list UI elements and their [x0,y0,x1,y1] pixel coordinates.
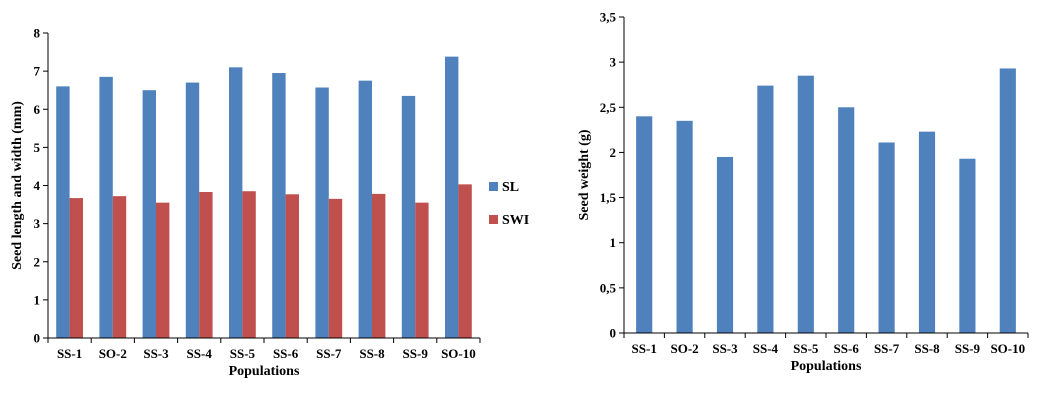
bar-sl-ss-7 [315,87,329,338]
x-tick-label: SS-8 [914,341,940,356]
x-tick-label: SS-7 [874,341,900,356]
y-tick-label: 2,5 [600,100,617,115]
bar-swi-so-2 [112,196,127,338]
x-tick-label: SS-1 [57,346,82,361]
chart-2-y-axis-title: Seed weight (g) [577,129,592,220]
y-tick-label: 4 [34,178,41,193]
bar-sl-ss-6 [272,73,286,338]
chart-1-bars [56,56,472,338]
y-tick-label: 0,5 [600,280,617,295]
chart-1-y-tick-labels: 0 1 2 3 4 5 6 7 8 [34,26,41,346]
x-tick-label: SO-10 [441,346,476,361]
bar-swi-ss-7 [328,198,343,338]
legend-label-sl: SL [502,180,519,195]
y-tick-label: 1 [34,292,41,307]
y-tick-label: 3,5 [600,10,617,25]
bar-seed-weight-ss-3 [716,156,734,333]
x-tick-label: SS-5 [230,346,256,361]
x-tick-label: SS-9 [955,341,981,356]
x-tick-label: SS-7 [316,346,342,361]
bar-swi-ss-4 [199,191,213,338]
legend-swatch-sl [489,182,498,191]
bar-swi-ss-6 [285,194,299,338]
x-tick-label: SO-2 [671,341,699,356]
bar-sl-so-2 [99,76,113,338]
seed-weight-chart: 00,511,522,533,5 SS-1 SO-2 SS-3 SS-4 SS-5 SS-… [577,10,1029,374]
bar-seed-weight-ss-6 [838,107,855,334]
y-tick-label: 0 [34,331,41,346]
y-tick-label: 2 [34,254,41,269]
bar-seed-weight-ss-4 [757,85,774,333]
x-tick-label: SS-4 [187,346,213,361]
y-tick-label: 6 [34,102,41,117]
bar-swi-ss-5 [242,191,256,338]
x-tick-label: SS-4 [753,341,779,356]
chart-1-x-axis-title: Populations [229,364,300,379]
bar-swi-so-10 [458,184,472,338]
legend-label-swi: SWI [502,213,529,228]
y-tick-label: 7 [34,64,41,79]
bar-sl-ss-8 [358,80,372,338]
bar-seed-weight-so-2 [676,120,693,333]
x-tick-label: SO-2 [99,346,127,361]
chart-2-bars [636,68,1016,334]
y-tick-label: 0 [610,326,617,341]
bar-swi-ss-8 [372,193,386,338]
x-tick-label: SS-3 [143,346,169,361]
bar-seed-weight-ss-5 [797,75,814,333]
bar-swi-ss-9 [415,202,429,338]
x-tick-label: SS-6 [834,341,860,356]
x-tick-label: SS-8 [359,346,385,361]
y-tick-label: 5 [34,140,41,155]
bar-seed-weight-so-10 [999,68,1016,333]
bar-seed-weight-ss-8 [918,131,936,333]
bar-sl-ss-3 [142,90,156,338]
y-tick-label: 1 [610,235,617,250]
bar-seed-weight-ss-9 [959,158,976,333]
chart-2-x-axis-title: Populations [791,359,862,374]
bar-seed-weight-ss-1 [636,116,653,333]
bar-swi-ss-3 [156,202,170,338]
y-tick-label: 3 [610,55,617,70]
chart-1-y-axis-title: Seed length and width (mm) [10,101,25,270]
bar-sl-ss-4 [185,82,200,338]
y-tick-label: 8 [34,26,41,41]
chart-1-axes [43,32,481,343]
bar-sl-so-10 [445,56,459,338]
legend-swatch-swi [489,215,498,224]
bar-seed-weight-ss-7 [878,142,895,333]
chart-1-x-tick-labels: SS-1 SO-2 SS-3 SS-4 SS-5 SS-6 SS-7 SS-8 SS-9 SO-1… [57,346,476,361]
bar-sl-ss-1 [56,86,70,338]
x-tick-label: SS-3 [712,341,738,356]
x-tick-label: SS-5 [793,341,819,356]
x-tick-label: SO-10 [990,341,1025,356]
bar-sl-ss-9 [401,95,416,338]
x-tick-label: SS-1 [632,341,657,356]
x-tick-label: SS-6 [273,346,299,361]
y-tick-label: 2 [610,145,617,160]
chart-2-x-tick-labels: SS-1 SO-2 SS-3 SS-4 SS-5 SS-6 SS-7 SS-8 SS-9 SO-1… [632,341,1026,356]
x-tick-label: SS-9 [403,346,429,361]
y-tick-label: 1,5 [600,190,617,205]
y-tick-label: 3 [34,216,41,231]
chart-2-y-tick-labels: 0 0,5 1 1,5 2 2,5 3 3,5 [600,10,617,341]
bar-sl-ss-5 [229,67,243,338]
chart-2-axes [619,16,1029,338]
chart-1-legend: SL SWI [489,180,529,228]
bar-swi-ss-1 [69,198,83,338]
